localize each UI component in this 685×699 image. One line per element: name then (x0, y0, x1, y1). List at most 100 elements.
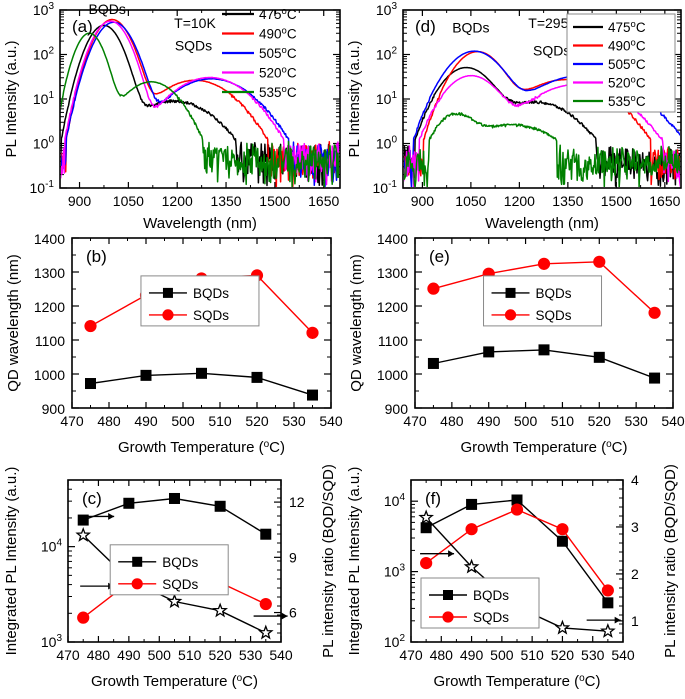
svg-text:530: 530 (282, 413, 306, 429)
svg-text:1100: 1100 (378, 333, 408, 349)
svg-text:104: 104 (41, 538, 63, 555)
svg-text:530: 530 (581, 647, 605, 663)
data-marker (84, 319, 97, 333)
svg-text:1350: 1350 (552, 193, 583, 209)
svg-text:510: 510 (208, 413, 232, 429)
legend-label: BQDs (162, 555, 198, 570)
data-marker (77, 611, 90, 624)
data-marker (505, 287, 516, 298)
data-marker (427, 282, 440, 295)
svg-text:102: 102 (384, 633, 406, 650)
arrow-head (448, 550, 455, 558)
svg-text:520oC: 520oC (608, 75, 646, 91)
svg-text:500: 500 (148, 647, 172, 663)
svg-text:500: 500 (490, 647, 514, 663)
svg-text:101: 101 (33, 90, 55, 107)
svg-text:540: 540 (611, 647, 635, 663)
svg-text:1200: 1200 (504, 193, 535, 209)
svg-text:103: 103 (41, 633, 63, 650)
svg-text:500: 500 (171, 413, 195, 429)
svg-text:510: 510 (178, 647, 202, 663)
panel-a: 900 1050 1200 1350 1500 1650 10-1 100 101 102 103 B… (0, 0, 343, 232)
panel-label: (a) (72, 17, 93, 36)
arrow-head (614, 616, 621, 624)
data-marker (260, 528, 272, 540)
data-marker (649, 372, 661, 384)
svg-text:470: 470 (56, 647, 80, 663)
data-marker (259, 597, 272, 611)
svg-text:1100: 1100 (35, 333, 65, 349)
svg-text:1400: 1400 (377, 231, 408, 247)
svg-text:1300: 1300 (377, 265, 408, 281)
data-marker (443, 590, 453, 600)
svg-text:530: 530 (239, 647, 263, 663)
data-marker (418, 509, 434, 525)
svg-text:1200: 1200 (34, 299, 65, 315)
data-marker (556, 523, 569, 536)
y-axis-label: Integrated PL Intensity (a.u.) (3, 467, 20, 656)
svg-text:900: 900 (68, 193, 92, 209)
svg-text:530: 530 (624, 413, 648, 429)
svg-text:1500: 1500 (259, 193, 290, 209)
svg-text:535oC: 535oC (259, 84, 297, 100)
panel-label: (e) (429, 247, 450, 266)
legend-label: SQDs (536, 308, 572, 323)
svg-text:103: 103 (33, 1, 55, 18)
curve-annotation: BQDs (89, 1, 126, 17)
x-axis-label: Growth Temperature (oC) (118, 439, 285, 456)
data-marker (257, 624, 274, 640)
svg-text:1400: 1400 (34, 231, 65, 247)
panel-d: 900 1050 1200 1350 1500 1650 10-1 100 101 102 103 B… (343, 0, 685, 232)
y-axis-label-right: PL intensity ratio (BQD/SQD) (662, 464, 679, 658)
curve-annotation: BQDs (452, 19, 489, 35)
svg-text:490: 490 (477, 413, 501, 429)
data-marker (538, 344, 550, 356)
svg-text:475oC: 475oC (259, 6, 297, 22)
data-marker (166, 593, 183, 609)
svg-text:1000: 1000 (34, 367, 65, 383)
data-marker (554, 619, 571, 635)
data-marker (140, 369, 152, 381)
svg-text:4: 4 (631, 472, 639, 488)
data-marker (537, 257, 551, 270)
x-axis-label: Wavelength (nm) (143, 215, 257, 232)
svg-text:1650: 1650 (649, 193, 680, 209)
data-marker (77, 514, 89, 526)
svg-text:1300: 1300 (34, 265, 65, 281)
spectrum-curve (404, 50, 680, 186)
svg-text:1200: 1200 (162, 193, 193, 209)
data-marker (131, 578, 143, 590)
svg-text:490oC: 490oC (259, 26, 297, 42)
svg-text:10-1: 10-1 (373, 179, 398, 196)
svg-text:520: 520 (208, 647, 232, 663)
svg-text:490: 490 (460, 647, 484, 663)
svg-text:104: 104 (384, 492, 406, 509)
svg-text:520: 520 (245, 413, 269, 429)
data-marker (169, 492, 180, 504)
svg-text:470: 470 (60, 413, 84, 429)
legend-label: BQDs (193, 286, 229, 301)
svg-text:510: 510 (520, 647, 544, 663)
panel-f: 470 480 490 500 510 520 530 540 102 103 104 1 2 3 4 (f)… (343, 464, 685, 699)
arrow-head (108, 513, 115, 520)
svg-text:490: 490 (134, 413, 158, 429)
svg-text:480: 480 (440, 413, 464, 429)
y-axis-label: QD wavelength (nm) (5, 254, 22, 392)
svg-text:1200: 1200 (377, 299, 408, 315)
svg-text:470: 470 (403, 413, 427, 429)
data-marker (600, 622, 616, 638)
data-marker (420, 557, 433, 570)
svg-text:1: 1 (631, 613, 639, 629)
arrow-head (281, 612, 288, 620)
data-marker (162, 287, 173, 298)
svg-text:540: 540 (661, 413, 685, 429)
svg-text:520oC: 520oC (259, 65, 297, 81)
svg-text:6: 6 (289, 605, 297, 621)
y-axis-label-right: PL intensity ratio (BQD/SQD) (320, 464, 337, 658)
legend-label: BQDs (536, 286, 572, 301)
data-marker (212, 602, 228, 618)
svg-text:102: 102 (376, 46, 398, 63)
data-marker (214, 500, 226, 512)
data-marker (593, 255, 606, 268)
svg-text:1650: 1650 (308, 193, 339, 209)
